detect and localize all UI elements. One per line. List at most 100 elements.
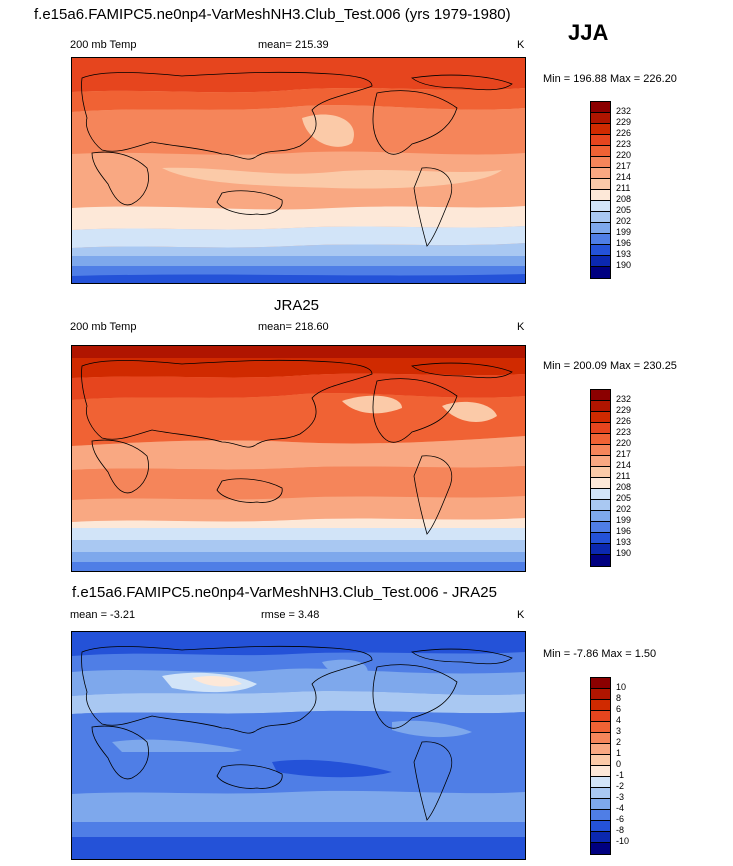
panel2-units: K [517,321,525,333]
colorbar-level-label: 226 [616,416,632,426]
colorbar-swatch [591,799,610,810]
panel1-minmax: Min = 196.88 Max = 226.20 [543,73,677,85]
panel3-map [71,631,526,860]
panel1-colorbar [590,101,611,279]
colorbar-level-label: 1 [616,748,622,758]
colorbar-swatch [591,124,610,135]
colorbar-level-label: -8 [616,825,625,835]
colorbar-swatch [591,689,610,700]
colorbar-level-label: 8 [616,693,622,703]
colorbar-level-label: 190 [616,548,632,558]
colorbar-level-label: 220 [616,438,632,448]
colorbar-level-label: 202 [616,504,632,514]
colorbar-swatch [591,511,610,522]
panel3-minmax: Min = -7.86 Max = 1.50 [543,648,657,660]
colorbar-level-label: 193 [616,249,632,259]
colorbar-swatch [591,245,610,256]
colorbar-level-label: 208 [616,194,632,204]
colorbar-level-label: 232 [616,106,632,116]
colorbar-level-label: -1 [616,770,625,780]
colorbar-swatch [591,423,610,434]
colorbar-level-label: 2 [616,737,622,747]
colorbar-level-label: 205 [616,205,632,215]
colorbar-level-label: 211 [616,183,631,193]
colorbar-swatch [591,157,610,168]
colorbar-level-label: 3 [616,726,622,736]
panel2-variable-label: 200 mb Temp [70,321,137,333]
colorbar-level-label: 217 [616,161,632,171]
colorbar-level-label: 214 [616,460,632,470]
colorbar-level-label: 190 [616,260,632,270]
colorbar-level-label: 205 [616,493,632,503]
panel2-map [71,345,526,572]
colorbar-swatch [591,102,610,113]
colorbar-swatch [591,777,610,788]
colorbar-level-label: 4 [616,715,622,725]
colorbar-swatch [591,223,610,234]
colorbar-swatch [591,522,610,533]
colorbar-swatch [591,390,610,401]
colorbar-swatch [591,467,610,478]
colorbar-swatch [591,135,610,146]
colorbar-swatch [591,555,610,566]
colorbar-swatch [591,533,610,544]
colorbar-swatch [591,190,610,201]
colorbar-swatch [591,821,610,832]
panel2-mean-label: mean= 218.60 [258,321,329,333]
colorbar-swatch [591,755,610,766]
colorbar-level-label: -6 [616,814,625,824]
colorbar-swatch [591,500,610,511]
colorbar-swatch [591,711,610,722]
colorbar-swatch [591,234,610,245]
colorbar-level-label: 193 [616,537,632,547]
colorbar-swatch [591,267,610,278]
colorbar-level-label: 223 [616,139,632,149]
colorbar-swatch [591,722,610,733]
colorbar-swatch [591,113,610,124]
colorbar-level-label: 232 [616,394,632,404]
colorbar-swatch [591,434,610,445]
panel3-colorbar [590,677,611,855]
colorbar-swatch [591,201,610,212]
colorbar-swatch [591,832,610,843]
colorbar-level-label: 220 [616,150,632,160]
colorbar-swatch [591,788,610,799]
panel1-map [71,57,526,284]
colorbar-swatch [591,456,610,467]
colorbar-level-label: 0 [616,759,622,769]
colorbar-level-label: 208 [616,482,632,492]
colorbar-level-label: 226 [616,128,632,138]
panel3-units: K [517,609,525,621]
panel3-rmse-label: rmse = 3.48 [261,609,320,621]
colorbar-swatch [591,744,610,755]
colorbar-swatch [591,412,610,423]
colorbar-swatch [591,489,610,500]
colorbar-level-label: -3 [616,792,625,802]
colorbar-level-label: 199 [616,227,632,237]
colorbar-swatch [591,678,610,689]
colorbar-swatch [591,810,610,821]
colorbar-swatch [591,401,610,412]
colorbar-swatch [591,168,610,179]
colorbar-level-label: 202 [616,216,632,226]
colorbar-level-label: 214 [616,172,632,182]
panel1-variable-label: 200 mb Temp [70,39,137,51]
colorbar-level-label: -2 [616,781,625,791]
colorbar-swatch [591,212,610,223]
colorbar-level-label: -4 [616,803,625,813]
colorbar-swatch [591,544,610,555]
panel1-title: f.e15a6.FAMIPC5.ne0np4-VarMeshNH3.Club_T… [34,6,511,23]
panel2-minmax: Min = 200.09 Max = 230.25 [543,360,677,372]
panel3-mean-label: mean = -3.21 [70,609,136,621]
colorbar-swatch [591,445,610,456]
colorbar-swatch [591,700,610,711]
colorbar-swatch [591,179,610,190]
colorbar-level-label: 229 [616,117,632,127]
colorbar-level-label: 217 [616,449,632,459]
colorbar-level-label: 229 [616,405,632,415]
panel1-units: K [517,39,525,51]
colorbar-level-label: 211 [616,471,631,481]
colorbar-swatch [591,146,610,157]
colorbar-level-label: 223 [616,427,632,437]
panel3-title: f.e15a6.FAMIPC5.ne0np4-VarMeshNH3.Club_T… [72,584,497,601]
